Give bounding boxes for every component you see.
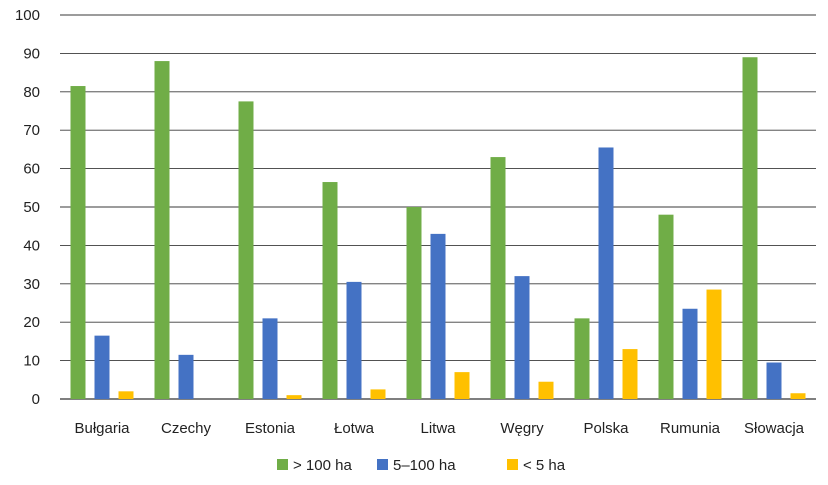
bar — [706, 289, 722, 399]
x-axis-categories: Bułgaria Czechy Estonia Łotwa Litwa Węgry Pols… — [74, 420, 804, 437]
bar — [622, 349, 638, 399]
x-category-label: Polska — [583, 420, 629, 437]
bar — [154, 61, 170, 400]
y-tick-label: 70 — [23, 122, 40, 139]
bar — [538, 381, 554, 399]
legend-label: < 5 ha — [523, 457, 566, 474]
legend-label: 5–100 ha — [393, 457, 456, 474]
y-tick-label: 0 — [32, 391, 40, 408]
y-tick-label: 80 — [23, 84, 40, 101]
x-category-label: Słowacja — [744, 420, 805, 437]
bar — [430, 233, 446, 399]
bar — [742, 57, 758, 400]
bar — [682, 308, 698, 399]
bar — [658, 214, 674, 399]
y-tick-label: 40 — [23, 237, 40, 254]
bar — [346, 281, 362, 399]
x-category-label: Estonia — [245, 420, 296, 437]
bar — [598, 147, 614, 399]
legend-item: < 5 ha — [507, 457, 566, 474]
legend-swatch — [277, 459, 288, 470]
y-tick-label: 60 — [23, 161, 40, 178]
bar — [406, 207, 422, 399]
bar — [370, 389, 386, 399]
y-tick-label: 90 — [23, 45, 40, 62]
bar — [322, 182, 338, 399]
bar — [490, 157, 506, 399]
legend: > 100 ha 5–100 ha < 5 ha — [277, 457, 566, 474]
bar — [178, 354, 194, 399]
legend-swatch — [507, 459, 518, 470]
bar — [790, 393, 806, 399]
x-category-label: Czechy — [161, 420, 212, 437]
x-category-label: Bułgaria — [74, 420, 130, 437]
legend-item: 5–100 ha — [377, 457, 456, 474]
bar — [286, 395, 302, 399]
y-tick-label: 20 — [23, 314, 40, 331]
y-tick-label: 10 — [23, 353, 40, 370]
bar — [574, 318, 590, 399]
bar — [118, 391, 134, 399]
y-tick-label: 30 — [23, 276, 40, 293]
y-axis-ticks: 0 10 20 30 40 50 60 70 80 90 100 — [15, 7, 40, 408]
legend-label: > 100 ha — [293, 457, 352, 474]
x-category-label: Litwa — [420, 420, 456, 437]
bar — [454, 372, 470, 399]
bar — [262, 318, 278, 399]
bar — [70, 86, 86, 399]
y-tick-label: 100 — [15, 7, 40, 24]
bars — [70, 57, 806, 400]
legend-swatch — [377, 459, 388, 470]
x-category-label: Węgry — [500, 420, 544, 437]
bar — [766, 362, 782, 399]
bar — [514, 276, 530, 399]
bar — [238, 101, 254, 400]
legend-item: > 100 ha — [277, 457, 352, 474]
x-category-label: Rumunia — [660, 420, 721, 437]
y-tick-label: 50 — [23, 199, 40, 216]
bar — [94, 335, 110, 399]
x-category-label: Łotwa — [334, 420, 375, 437]
